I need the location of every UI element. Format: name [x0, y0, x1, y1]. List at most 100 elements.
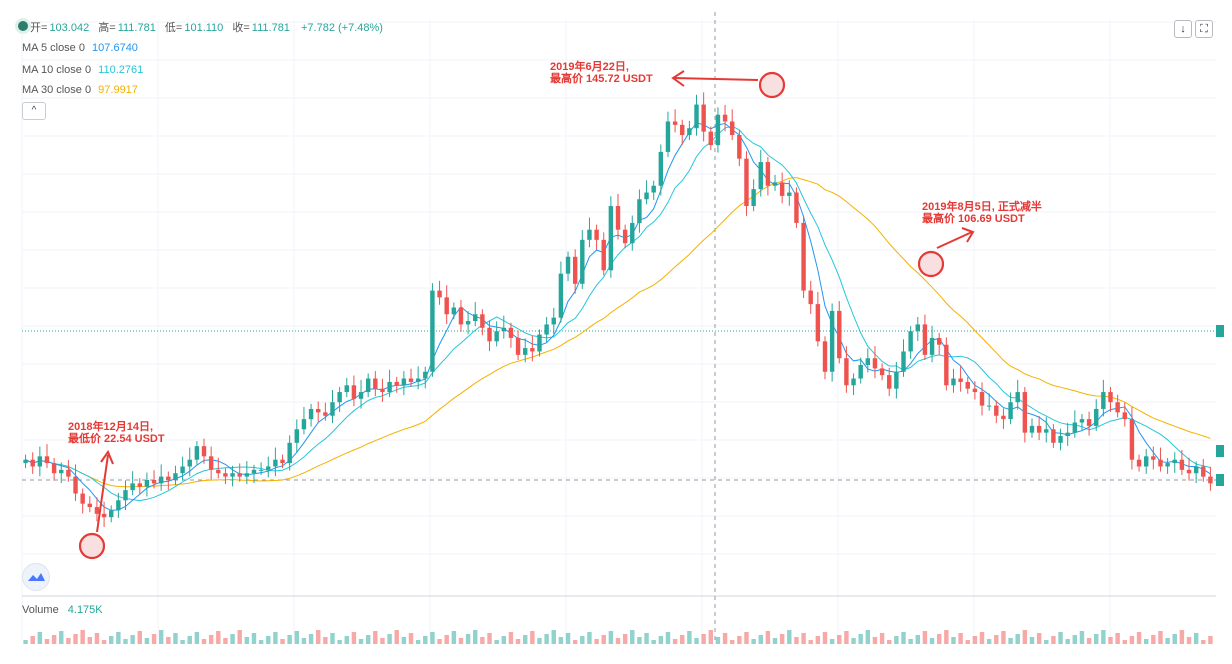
candle-body	[944, 344, 949, 386]
volume-bar	[680, 635, 685, 644]
volume-bar	[287, 635, 292, 644]
volume-bar	[373, 631, 378, 644]
volume-bar	[1129, 636, 1135, 644]
ma5-legend[interactable]: MA 5 close 0 107.6740	[22, 42, 138, 54]
volume-bar	[779, 634, 785, 644]
volume-bar	[701, 634, 706, 644]
volume-bar	[380, 638, 385, 644]
candle-body	[116, 500, 121, 511]
volume-bar	[508, 632, 514, 644]
volume-bar	[294, 631, 300, 644]
candle-body	[44, 456, 50, 464]
candle-body	[587, 229, 592, 240]
annotation-low-price: 最低价 22.54 USDT	[68, 433, 165, 445]
volume-bar	[1158, 631, 1163, 644]
candle-body	[837, 310, 842, 359]
candle-body	[687, 128, 692, 135]
candle-body	[680, 124, 685, 135]
volume-bar	[1036, 633, 1042, 644]
ma5-value: 107.6740	[92, 42, 138, 54]
candle-body	[515, 337, 521, 355]
ma10-line	[25, 125, 1211, 502]
collapse-legend-button[interactable]: ^	[22, 102, 46, 120]
ma5-label: MA 5 close 0	[22, 42, 85, 54]
candle-body	[544, 324, 549, 335]
candle-body	[658, 151, 664, 186]
volume-bar	[1201, 640, 1206, 644]
candle-body	[829, 310, 835, 372]
candle-body	[1193, 466, 1199, 474]
volume-bar	[23, 640, 28, 644]
volume-bar	[1086, 638, 1092, 644]
candle-body	[151, 480, 157, 484]
fullscreen-button[interactable]: ⛶	[1195, 20, 1213, 38]
candle-body	[473, 314, 478, 322]
candle-body	[80, 493, 85, 504]
volume-bar	[1143, 639, 1149, 644]
candle-body	[908, 331, 913, 352]
candle-body	[972, 388, 978, 393]
ma30-legend[interactable]: MA 30 close 0 97.9917	[22, 84, 138, 96]
volume-bar	[644, 633, 649, 644]
candle-body	[166, 476, 171, 480]
volume-bar	[601, 635, 606, 644]
open-value: 103.042	[49, 22, 90, 34]
volume-bar	[323, 637, 328, 644]
ohlc-legend: 开= 103.042 高= 111.781 低= 101.110 收= 111.781 …	[18, 19, 389, 35]
volume-bar	[829, 639, 835, 644]
cloud-icon	[28, 573, 45, 581]
volume-bar	[1094, 634, 1099, 644]
volume-bar	[1165, 638, 1170, 644]
ma10-legend[interactable]: MA 10 close 0 110.2761	[22, 64, 143, 76]
candle-body	[158, 476, 164, 484]
high-point-circle	[758, 71, 786, 99]
volume-bar	[166, 637, 171, 644]
candle-body	[51, 463, 57, 474]
candle-body	[187, 459, 192, 467]
candle-body	[273, 459, 278, 467]
volume-bar	[158, 630, 164, 644]
candle-body	[737, 135, 742, 159]
volume-bar	[530, 631, 535, 644]
high-arrow-head	[671, 70, 685, 87]
candle-body	[722, 114, 728, 122]
candle-body	[480, 314, 485, 328]
volume-bar	[351, 632, 357, 644]
candle-body	[251, 469, 257, 474]
candle-body	[894, 371, 899, 389]
tradingview-logo[interactable]	[22, 563, 50, 591]
ma30-value: 97.9917	[98, 84, 138, 96]
candle-body	[66, 469, 71, 477]
candle-body	[1058, 436, 1063, 443]
candle-body	[530, 348, 535, 352]
volume-bar	[451, 631, 457, 644]
volume-bar	[1172, 634, 1177, 644]
candle-body	[872, 358, 878, 369]
candle-body	[201, 446, 207, 457]
volume-bar	[344, 636, 349, 644]
volume-bar	[837, 635, 842, 644]
volume-bar	[544, 634, 549, 644]
candle-body	[965, 381, 970, 389]
candle-body	[294, 429, 300, 443]
volume-bar	[929, 638, 935, 644]
candle-body	[1186, 469, 1192, 474]
candle-body	[1022, 392, 1028, 433]
candle-body	[1065, 432, 1070, 437]
candle-body	[430, 290, 435, 372]
candle-body	[936, 337, 942, 345]
volume-bar	[273, 632, 278, 644]
annotation-low-2018: 2018年12月14日, 最低价 22.54 USDT	[68, 421, 165, 445]
volume-bar	[137, 631, 142, 644]
candle-body	[594, 229, 599, 240]
volume-bar	[59, 631, 64, 644]
volume-bar	[965, 640, 970, 644]
download-button[interactable]: ↓	[1174, 20, 1192, 38]
volume-bar	[972, 636, 978, 644]
ma10-label: MA 10 close 0	[22, 64, 92, 76]
candle-body	[444, 297, 449, 315]
candle-body	[665, 121, 671, 152]
candle-body	[301, 419, 307, 430]
volume-bar	[1193, 633, 1199, 644]
